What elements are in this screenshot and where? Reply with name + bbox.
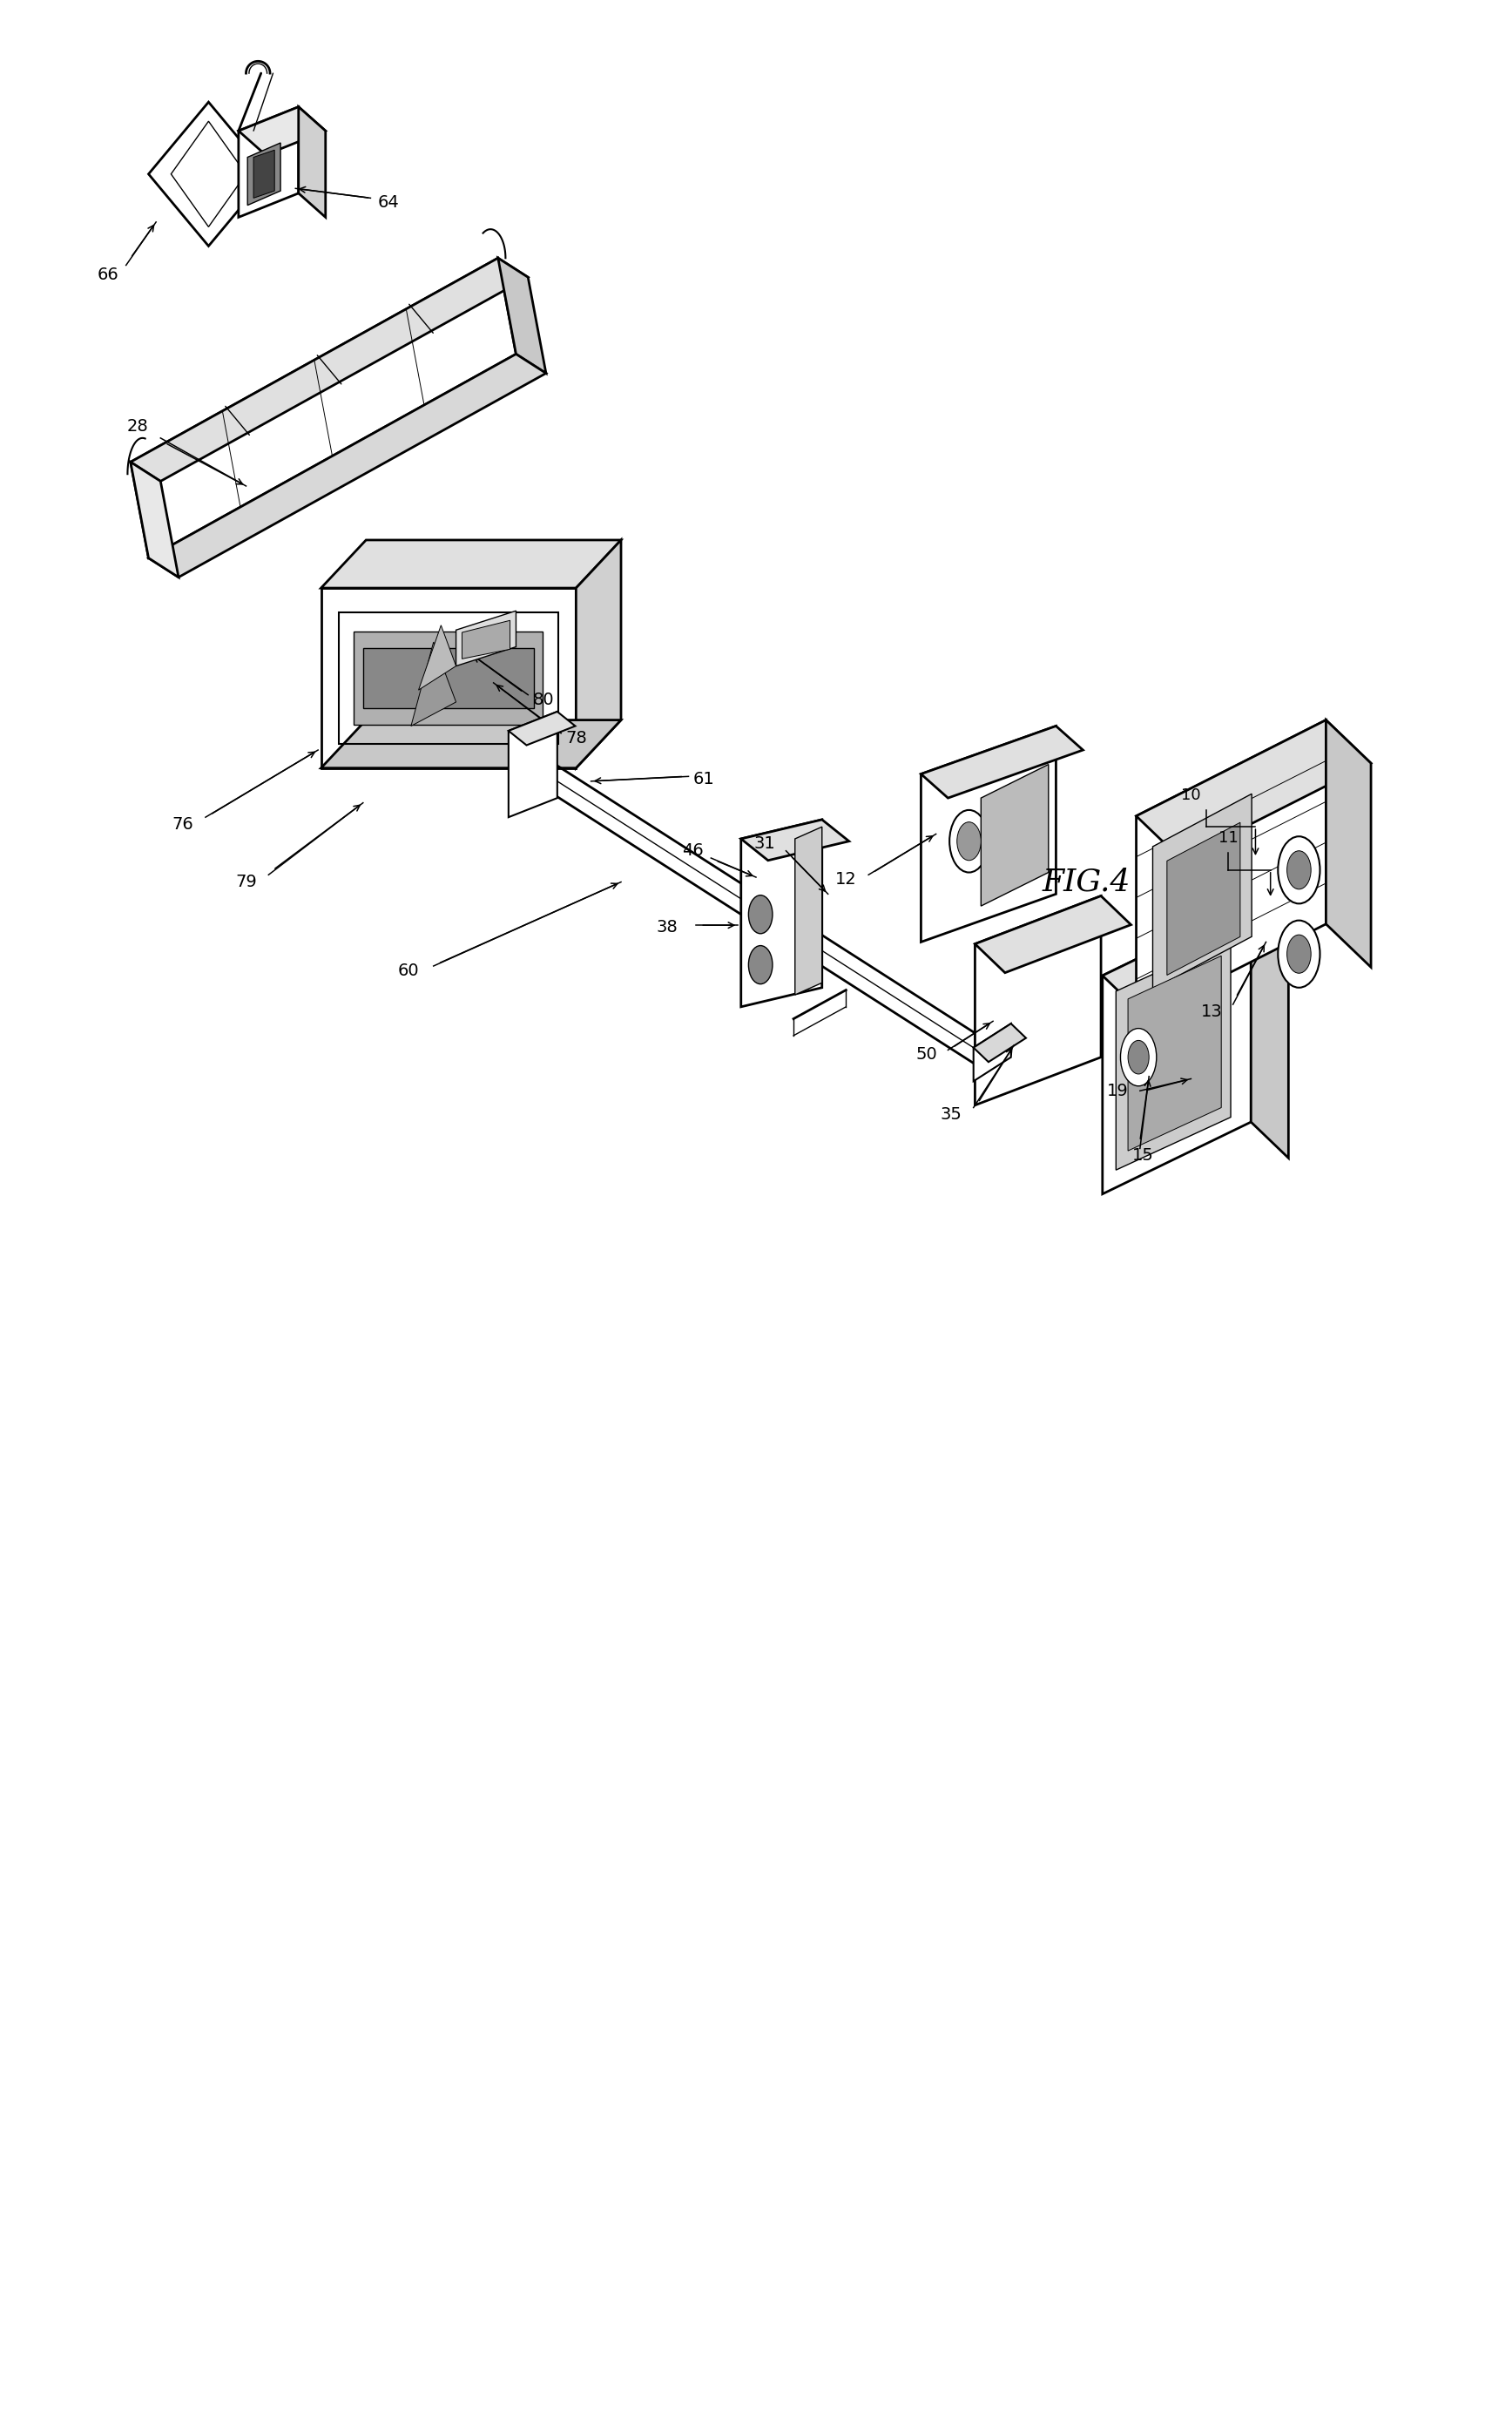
Polygon shape <box>974 1023 1012 1081</box>
Polygon shape <box>497 258 546 374</box>
Polygon shape <box>419 625 457 690</box>
Text: 79: 79 <box>236 873 257 890</box>
Polygon shape <box>741 820 850 861</box>
Text: 15: 15 <box>1132 1148 1154 1165</box>
Polygon shape <box>239 106 298 217</box>
Polygon shape <box>1116 938 1231 1170</box>
Text: 31: 31 <box>754 835 776 851</box>
Text: 28: 28 <box>127 417 148 434</box>
Polygon shape <box>239 106 325 154</box>
Polygon shape <box>298 106 325 217</box>
Polygon shape <box>1250 904 1288 1158</box>
Polygon shape <box>148 355 546 576</box>
Text: 78: 78 <box>565 731 587 745</box>
Text: 13: 13 <box>1201 1003 1223 1020</box>
Polygon shape <box>508 712 575 745</box>
Text: 80: 80 <box>532 692 553 707</box>
Polygon shape <box>130 258 528 482</box>
Circle shape <box>1287 936 1311 972</box>
Polygon shape <box>508 712 558 818</box>
Polygon shape <box>1136 721 1371 859</box>
Text: 61: 61 <box>692 769 715 786</box>
Polygon shape <box>321 721 621 767</box>
Polygon shape <box>1128 955 1222 1151</box>
Polygon shape <box>741 820 823 1006</box>
Text: 66: 66 <box>97 268 119 282</box>
Polygon shape <box>411 642 457 726</box>
Polygon shape <box>463 620 510 658</box>
Circle shape <box>1128 1040 1149 1073</box>
Text: 60: 60 <box>398 962 419 979</box>
Text: 38: 38 <box>656 919 677 936</box>
Polygon shape <box>1167 822 1240 974</box>
Polygon shape <box>921 726 1083 798</box>
Text: 46: 46 <box>682 842 703 859</box>
Polygon shape <box>1102 904 1250 1194</box>
Circle shape <box>748 946 773 984</box>
Polygon shape <box>1152 794 1252 989</box>
Polygon shape <box>975 895 1101 1105</box>
Circle shape <box>1278 837 1320 904</box>
Circle shape <box>1287 851 1311 890</box>
Circle shape <box>1278 921 1320 987</box>
Text: 64: 64 <box>378 195 399 212</box>
Text: FIG.4: FIG.4 <box>1042 868 1129 897</box>
Text: 35: 35 <box>940 1107 962 1124</box>
Polygon shape <box>981 765 1048 907</box>
Polygon shape <box>321 589 576 767</box>
Polygon shape <box>148 101 269 246</box>
Polygon shape <box>130 258 516 557</box>
Polygon shape <box>321 540 621 589</box>
Polygon shape <box>248 142 281 205</box>
Polygon shape <box>1102 904 1288 1011</box>
Polygon shape <box>921 726 1055 943</box>
Text: 19: 19 <box>1107 1083 1128 1100</box>
Polygon shape <box>974 1023 1027 1061</box>
Circle shape <box>950 810 989 873</box>
Polygon shape <box>795 827 823 994</box>
Text: 11: 11 <box>1219 830 1238 847</box>
Circle shape <box>957 822 981 861</box>
Circle shape <box>748 895 773 933</box>
Polygon shape <box>354 632 543 726</box>
Text: 76: 76 <box>172 815 194 832</box>
Text: 12: 12 <box>835 871 857 888</box>
Polygon shape <box>363 649 534 709</box>
Polygon shape <box>975 895 1131 972</box>
Polygon shape <box>1136 721 1326 1020</box>
Polygon shape <box>1326 721 1371 967</box>
Text: 50: 50 <box>916 1047 937 1064</box>
Polygon shape <box>457 610 516 666</box>
Circle shape <box>1120 1028 1157 1085</box>
Polygon shape <box>576 540 621 767</box>
Polygon shape <box>254 150 275 198</box>
Text: 10: 10 <box>1181 786 1201 803</box>
Polygon shape <box>130 463 178 576</box>
